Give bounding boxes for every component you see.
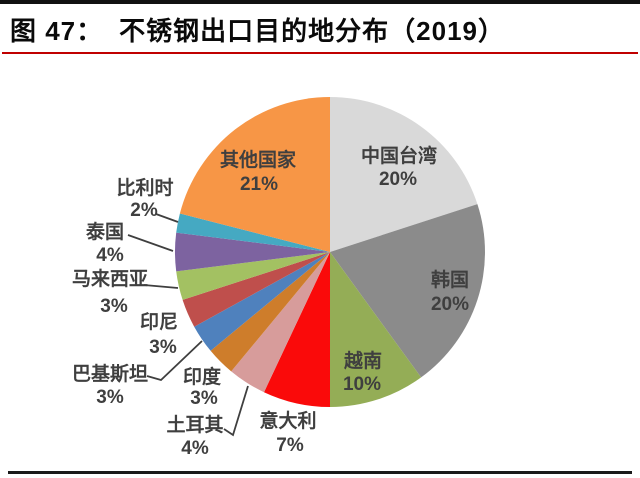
- slice-label-韩国: 韩国: [431, 268, 469, 291]
- slice-percent-韩国: 20%: [431, 294, 469, 315]
- leader-line-土耳其: [223, 385, 249, 437]
- slice-label-意大利: 意大利: [259, 409, 316, 432]
- pie-chart: 中国台湾 20% 韩国 20% 越南 10% 意大利 7% 土耳其 4% 印度 3% 巴基斯坦 3% 印尼 3…: [0, 56, 640, 470]
- slice-label-越南: 越南: [343, 349, 382, 372]
- pie-slice-比利时: [176, 213, 330, 252]
- slice-label-泰国: 泰国: [85, 220, 124, 243]
- slice-label-印度: 印度: [183, 365, 222, 388]
- pie-slice-马来西亚: [176, 252, 330, 300]
- slice-label-巴基斯坦: 巴基斯坦: [72, 362, 148, 385]
- figure-number: 图 47：: [10, 16, 104, 46]
- slice-percent-中国台湾: 20%: [379, 169, 417, 190]
- slice-percent-其他国家: 21%: [240, 174, 278, 195]
- pie-slice-土耳其: [231, 252, 330, 393]
- slice-percent-马来西亚: 3%: [100, 296, 128, 317]
- pie-slice-印度: [210, 252, 330, 372]
- slice-percent-印尼: 3%: [149, 337, 177, 358]
- pie-slice-泰国: [174, 232, 330, 272]
- slice-percent-土耳其: 4%: [181, 438, 209, 459]
- slice-label-马来西亚: 马来西亚: [72, 268, 148, 290]
- leader-line-泰国: [127, 234, 174, 252]
- pie-slice-中国台湾: [330, 97, 478, 252]
- slice-label-中国台湾: 中国台湾: [361, 144, 437, 167]
- pie-slice-其他国家: [179, 97, 330, 252]
- pie-slice-巴基斯坦: [194, 252, 330, 351]
- slice-percent-巴基斯坦: 3%: [96, 387, 124, 408]
- pie-slice-意大利: [264, 252, 330, 407]
- slice-percent-越南: 10%: [343, 374, 381, 395]
- slice-percent-印度: 3%: [190, 388, 218, 409]
- bottom-rule: [8, 471, 632, 474]
- leader-line-巴基斯坦: [146, 340, 203, 382]
- slice-percent-比利时: 2%: [130, 200, 158, 221]
- leader-line-比利时: [155, 213, 179, 223]
- header-underline: [2, 52, 638, 54]
- slice-percent-泰国: 4%: [96, 245, 124, 266]
- top-rule: [0, 0, 640, 4]
- pie-slice-韩国: [330, 204, 485, 378]
- figure-title: 图 47： 不锈钢出口目的地分布（2019）: [10, 11, 630, 48]
- pie-slice-印尼: [182, 252, 330, 327]
- slice-label-印尼: 印尼: [140, 311, 178, 333]
- slice-label-其他国家: 其他国家: [220, 148, 297, 171]
- figure-caption: 不锈钢出口目的地分布（2019）: [119, 16, 505, 46]
- pie-chart-svg: 中国台湾20%韩国20%越南10%意大利7%土耳其4%印度3%巴基斯坦3%印尼3…: [72, 97, 485, 459]
- slice-label-土耳其: 土耳其: [166, 414, 223, 436]
- slice-percent-意大利: 7%: [276, 435, 304, 456]
- slice-label-比利时: 比利时: [116, 177, 173, 199]
- leader-line-马来西亚: [143, 284, 179, 289]
- pie-slice-越南: [330, 252, 422, 407]
